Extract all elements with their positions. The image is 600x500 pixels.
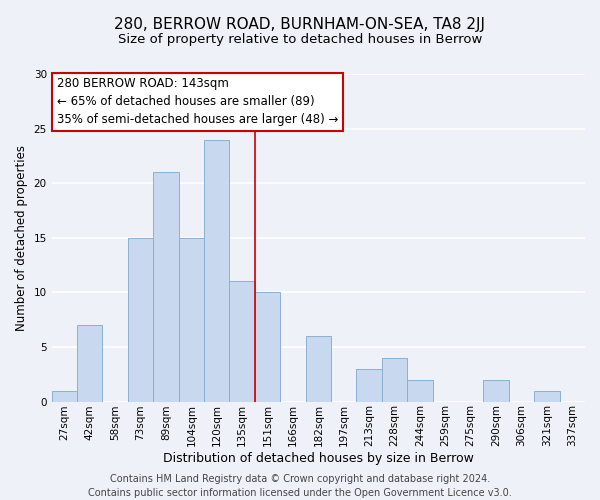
Bar — [153, 172, 179, 402]
Bar — [204, 140, 229, 402]
Bar — [407, 380, 433, 402]
Bar — [77, 325, 103, 402]
Y-axis label: Number of detached properties: Number of detached properties — [15, 145, 28, 331]
Bar — [305, 336, 331, 402]
Text: 280 BERROW ROAD: 143sqm
← 65% of detached houses are smaller (89)
35% of semi-de: 280 BERROW ROAD: 143sqm ← 65% of detache… — [57, 78, 338, 126]
Bar — [484, 380, 509, 402]
Bar — [356, 369, 382, 402]
Bar — [255, 292, 280, 402]
X-axis label: Distribution of detached houses by size in Berrow: Distribution of detached houses by size … — [163, 452, 474, 465]
Text: Size of property relative to detached houses in Berrow: Size of property relative to detached ho… — [118, 32, 482, 46]
Bar — [128, 238, 153, 402]
Bar — [229, 282, 255, 402]
Text: Contains HM Land Registry data © Crown copyright and database right 2024.
Contai: Contains HM Land Registry data © Crown c… — [88, 474, 512, 498]
Text: 280, BERROW ROAD, BURNHAM-ON-SEA, TA8 2JJ: 280, BERROW ROAD, BURNHAM-ON-SEA, TA8 2J… — [115, 18, 485, 32]
Bar — [179, 238, 204, 402]
Bar — [52, 390, 77, 402]
Bar — [382, 358, 407, 402]
Bar — [534, 390, 560, 402]
